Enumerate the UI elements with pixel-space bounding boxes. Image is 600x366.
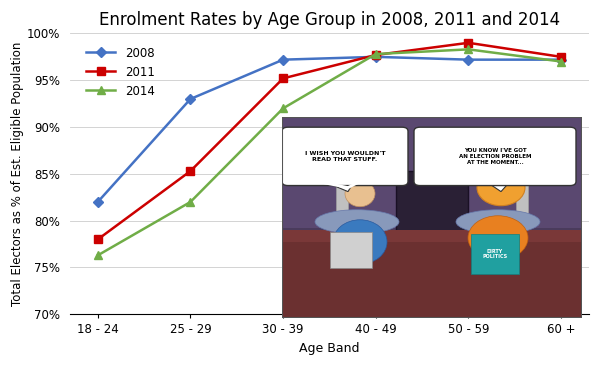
Ellipse shape	[477, 169, 525, 206]
Bar	[282, 234, 582, 318]
FancyBboxPatch shape	[282, 127, 408, 186]
Ellipse shape	[315, 210, 399, 234]
2011	[94, 237, 101, 242]
2008	[372, 55, 379, 59]
Bar	[336, 157, 348, 248]
Ellipse shape	[345, 173, 375, 186]
Text: I WISH YOU WOULDN'T
READ THAT STUFF.: I WISH YOU WOULDN'T READ THAT STUFF.	[305, 151, 385, 162]
Bar	[282, 117, 582, 228]
Bar	[471, 234, 519, 274]
2011	[465, 41, 472, 45]
2008	[94, 200, 101, 204]
Y-axis label: Total Electors as % of Est. Eligible Population: Total Electors as % of Est. Eligible Pop…	[11, 42, 24, 306]
2008	[557, 57, 565, 62]
Bar	[330, 232, 372, 268]
Ellipse shape	[503, 182, 511, 186]
Circle shape	[335, 152, 349, 163]
Ellipse shape	[456, 210, 540, 234]
2014	[465, 47, 472, 52]
2011	[187, 169, 194, 173]
2011	[372, 53, 379, 57]
2011	[557, 55, 565, 59]
2011	[280, 76, 287, 81]
FancyBboxPatch shape	[414, 127, 576, 186]
Polygon shape	[324, 182, 354, 192]
Bar	[396, 171, 468, 242]
2008	[187, 97, 194, 101]
Ellipse shape	[482, 182, 490, 186]
Text: DIRTY
POLITICS: DIRTY POLITICS	[482, 249, 508, 259]
Line: 2011: 2011	[94, 39, 565, 243]
Circle shape	[515, 152, 530, 163]
2014	[187, 200, 194, 204]
Text: YOU KNOW I'VE GOT
AN ELECTION PROBLEM
AT THE MOMENT...: YOU KNOW I'VE GOT AN ELECTION PROBLEM AT…	[459, 148, 531, 165]
Ellipse shape	[345, 180, 375, 207]
Legend: 2008, 2011, 2014: 2008, 2011, 2014	[81, 42, 160, 102]
Line: 2008: 2008	[94, 53, 565, 206]
Title: Enrolment Rates by Age Group in 2008, 2011 and 2014: Enrolment Rates by Age Group in 2008, 20…	[99, 11, 560, 29]
2008	[280, 57, 287, 62]
Ellipse shape	[468, 216, 528, 260]
Bar	[282, 230, 582, 242]
X-axis label: Age Band: Age Band	[299, 342, 359, 355]
Ellipse shape	[333, 220, 387, 264]
2014	[280, 106, 287, 111]
2008	[465, 57, 472, 62]
Polygon shape	[486, 182, 510, 192]
Bar	[516, 157, 528, 248]
2014	[372, 52, 379, 56]
Line: 2014: 2014	[94, 45, 565, 259]
2014	[94, 253, 101, 258]
2014	[557, 59, 565, 64]
